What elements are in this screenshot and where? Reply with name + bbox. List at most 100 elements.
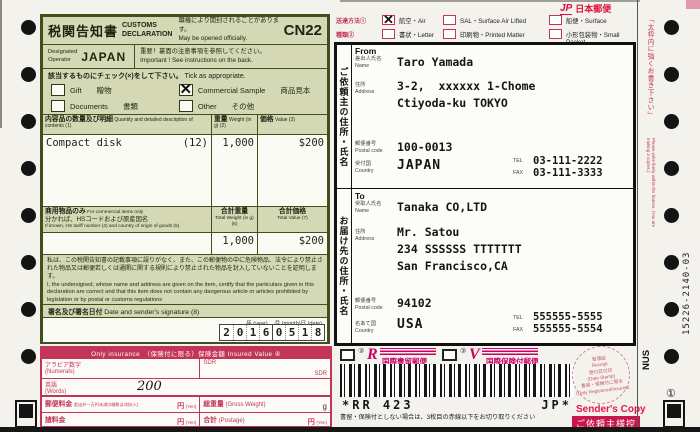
contents-desc-header-en: Quantity and detailed description of con… [45,117,193,129]
other-checkbox[interactable] [178,100,193,112]
documents-label-jp: 書類 [122,101,138,111]
from-address-line1[interactable]: 3-2, xxxxxx 1-Chome [397,79,536,93]
surface-checkbox[interactable] [549,15,562,25]
numerals-label-en: (Numerals) [45,369,75,375]
from-address-label-en: Address [355,88,375,95]
tractor-feed-hole-box [663,400,685,428]
tractor-feed-hole [664,255,679,270]
air-checkbox[interactable]: ✕ [382,12,395,27]
customs-title-en-line2: DECLARATION [122,30,173,38]
to-postal-label-jp: 郵便番号 [355,298,377,304]
option-other: Other その他 [178,100,323,112]
insured-mail-checkbox[interactable] [442,349,457,361]
from-tel-value[interactable]: 03-111-2222 [533,155,603,167]
value-cell[interactable]: $200 [257,135,327,207]
commercial-sample-checkbox[interactable]: ✕ [178,81,193,98]
from-name-label: 差出人氏名 Name [355,56,382,70]
to-country-value[interactable]: USA [397,317,424,332]
signature-section: 署名及び署名日付 Date and sender's signature (8)… [43,305,327,342]
other-label-jp: その他 [231,101,255,111]
date-digit: 0 [233,325,246,340]
from-country-label-jp: 受付国 [355,161,371,167]
printed-matter-checkbox[interactable] [443,29,456,39]
contents-desc-header-jp: 内容品の数量及び明細 [45,116,113,123]
insured-v-logo-icon: V [469,346,480,363]
total-weight-cell[interactable]: 1,000 [211,233,257,255]
to-postal-value[interactable]: 94102 [397,296,432,310]
barcode-number: *RR 423 [342,398,414,412]
commercial-jp2: 分かれば、HSコードおよび原産国名 [45,216,149,224]
declaration-statement: 私は、この税関告知書の記載事項に誤りがなく、また、この郵便物の中に危険物品、法令… [43,255,327,305]
hs-code-cell[interactable] [43,233,211,255]
date-digit-cells[interactable]: 2 0 1 6 0 5 1 8 [219,324,325,341]
printed-matter-label: 印刷物・Printed Matter [460,32,525,39]
to-address-line1[interactable]: Mr. Satou [397,225,460,239]
gift-checkbox[interactable] [51,84,65,96]
commercial-sample-label-jp: 商品見本 [280,85,311,95]
to-name-label-jp: 受取人氏名 [355,201,382,207]
weight-cell[interactable]: 1,000 [211,135,257,207]
gift-label-en: Gift [70,85,82,95]
senders-copy-label: Sender's Copy [576,404,646,415]
from-postal-label-jp: 郵便番号 [355,141,377,147]
from-tel-label: TEL [513,158,523,164]
to-address-line2[interactable]: 234 SSSSSS TTTTTTT [397,242,522,256]
small-packet-checkbox[interactable] [549,29,562,39]
gross-weight-label-jp: 総重量 [203,401,224,408]
insured-value-words: 200 [137,379,162,394]
words-cell[interactable]: 英語 (Words) 200 [42,379,330,395]
gross-weight-cell[interactable]: 総重量 (Gross Weight) g [200,397,330,412]
customs-declaration-form: 税関告知書 CUSTOMS DECLARATION 職権により開封されることがあ… [40,14,330,344]
total-value-cell[interactable]: $200 [257,233,327,255]
date-digit: 1 [298,325,311,340]
to-name-label-en: Name [355,207,370,214]
to-country-label-en: Country [355,327,374,334]
total-value-header-en: Total Value (7) [277,216,308,222]
insured-stripes-icon [482,348,538,355]
japan-post-brand: JP 日本郵便 [560,2,611,15]
signature-box[interactable]: 年 (year) 月 (month)日 (date) 2 0 1 6 0 5 1… [43,317,327,342]
to-fax-value[interactable]: 555555-5554 [533,323,603,335]
form-serial-number: 15226-2140-03 [682,251,692,335]
date-digit: 0 [272,325,285,340]
scan-edge-artifact [0,0,2,128]
commercial-items-header: 商用物品のみ For commercial items only 分かれば、HS… [43,207,211,233]
from-name-value[interactable]: Taro Yamada [397,55,474,69]
to-name-value[interactable]: Tanaka CO,LTD [397,200,488,214]
total-postage-cell[interactable]: 合計 (Postage) 円 (Yen) [200,413,330,428]
write-firmly-note-jp: 「太枠内に強くお書き下さい」 [646,16,653,119]
tractor-feed-hole [21,67,36,82]
to-tel-value[interactable]: 555555-5555 [533,311,603,323]
sdr-cell[interactable]: SDR SDR [200,359,330,378]
declaration-jp: 私は、この税関告知書の記載事項に誤りがなく、また、この郵便物の中に危険物品、法令… [47,258,323,281]
registered-mail-checkbox[interactable] [340,349,355,361]
designated-operator-value: JAPAN [81,49,127,64]
mail-type-row: 種類② 書状・Letter 印刷物・Printed Matter 小形包装物・S… [336,27,636,46]
signature-label: 署名及び署名日付 Date and sender's signature (8) [43,305,327,317]
registered-circled-number: ③ [358,348,365,355]
from-address-line2[interactable]: Ctiyoda-ku TOKYO [397,96,508,110]
from-postal-value[interactable]: 100-0013 [397,140,453,154]
from-country-value[interactable]: JAPAN [397,158,442,173]
from-to-divider [337,188,633,189]
numerals-cell[interactable]: アラビア数字 (Numerals) [42,359,201,378]
sal-checkbox[interactable] [443,15,456,25]
letter-checkbox[interactable] [382,29,395,39]
date-digit: 1 [246,325,259,340]
tick-instruction-jp: 該当するものにチェック(×)をして下さい。 [48,73,183,80]
documents-checkbox[interactable] [51,100,65,112]
postage-fee-cell[interactable]: 郵便料金 差出外ー万円未満(0端数は4捨5入) 円 (Yen) [42,397,201,412]
customs-title-en-line1: CUSTOMS [122,21,157,29]
total-postage-label-en: (Postage) [218,418,245,424]
yen-symbol: 円 [177,403,185,410]
designated-operator-row: Designated Operator JAPAN 重要！裏面の注意事項を参照し… [43,45,327,69]
from-heading: From [355,46,377,56]
fees-cell[interactable]: 諸料金 円 (Yen) [42,413,201,428]
commercial-sample-label-en: Commercial Sample [197,85,266,95]
contents-desc-cell[interactable]: Compact disk (12) [43,135,211,207]
total-weight-header-en: Total Weight (in g) (6) [215,216,254,228]
gift-label-jp: 贈物 [96,85,112,95]
to-address-line3[interactable]: San Francisco,CA [397,259,508,273]
from-fax-value[interactable]: 03-111-3333 [533,167,603,179]
